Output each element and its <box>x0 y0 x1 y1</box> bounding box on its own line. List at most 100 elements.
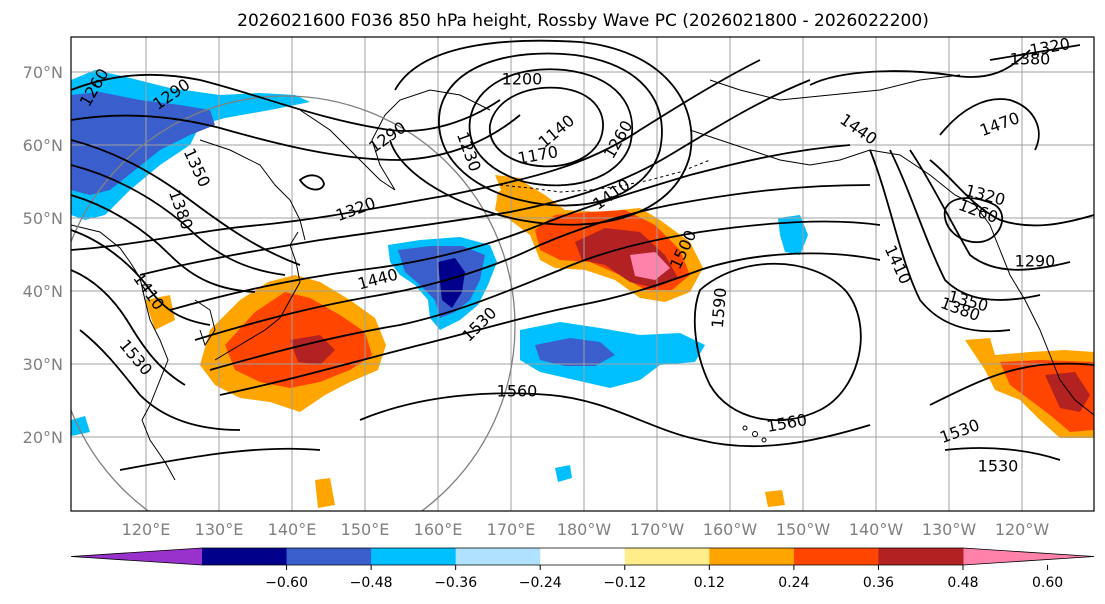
contour-27 <box>929 362 1094 406</box>
contour-16 <box>194 184 871 341</box>
coast-alaska-n <box>709 74 961 101</box>
latitude-labels: 70°N 60°N 50°N 40°N 30°N 20°N <box>23 63 63 447</box>
colorbar-tick-label: 0.24 <box>778 575 809 591</box>
contour-11 <box>438 52 663 207</box>
shade-np-pink <box>630 252 670 280</box>
lon-label: 140°W <box>849 520 904 539</box>
lon-label: 150°E <box>341 520 390 539</box>
map-title: 2026021600 F036 850 hPa height, Rossby W… <box>237 11 929 31</box>
contour-24 <box>909 149 1071 271</box>
contour-26 <box>943 197 1004 243</box>
shade-small-3 <box>765 490 785 507</box>
lat-label: 50°N <box>23 209 63 228</box>
map-background <box>71 37 1094 511</box>
colorbar-segment <box>540 548 626 565</box>
lon-label: 160°E <box>414 520 463 539</box>
colorbar-extend-low <box>71 548 202 565</box>
shade-small-4 <box>145 295 175 330</box>
contour-30 <box>809 49 1031 86</box>
contour-label: 1530 <box>978 457 1019 476</box>
coast-hawaii-2 <box>752 431 758 437</box>
map-area: 1260 129013501380141015301290132014401530… <box>71 37 1094 511</box>
colorbar-segment <box>371 548 457 565</box>
colorbar: −0.60 −0.48 −0.36 −0.24 −0.12 0.12 0.24 0.36 0.4… <box>70 547 1095 591</box>
contour-5 <box>71 269 186 386</box>
lat-label: 20°N <box>23 428 63 447</box>
coast-alaska <box>689 129 976 206</box>
shade-small-5 <box>555 465 572 482</box>
colorbar-tick-label: −0.48 <box>350 575 393 591</box>
shade-s-mid <box>535 338 615 366</box>
colorbar-segment <box>878 548 964 565</box>
height-contours <box>71 39 1094 471</box>
colorbar-outline <box>70 547 1095 566</box>
shade-mx-dark <box>1045 372 1090 412</box>
contour-31 <box>989 44 1081 61</box>
contour-9 <box>488 86 604 168</box>
contour-12 <box>389 39 693 226</box>
lon-label: 120°W <box>995 520 1050 539</box>
contour-28 <box>944 447 1061 461</box>
shade-c-dark <box>438 258 465 308</box>
coast-hawaii-1 <box>742 425 748 431</box>
contour-8 <box>71 114 521 161</box>
lat-label: 70°N <box>23 63 63 82</box>
colorbar-segment <box>793 548 879 565</box>
colorbar-tick-label: −0.12 <box>603 575 646 591</box>
colorbar-tick-label: 0.12 <box>694 575 725 591</box>
colorbar-segment <box>286 548 372 565</box>
coast-korea <box>194 299 216 347</box>
coast-hawaii-3 <box>761 437 767 443</box>
colorbar-tick-label: −0.60 <box>265 575 308 591</box>
lat-label: 40°N <box>23 282 63 301</box>
colorbar-tick-label: −0.36 <box>434 575 477 591</box>
contour-label: 1590 <box>708 287 730 329</box>
contour-18 <box>219 252 881 396</box>
shade-small-1 <box>495 175 525 200</box>
contour-22 <box>869 149 1011 333</box>
shade-j-dark <box>290 335 335 365</box>
contour-label: 1380 <box>1010 50 1051 69</box>
contour-3 <box>71 194 256 293</box>
lon-label: 130°E <box>195 520 244 539</box>
lon-label: 160°W <box>703 520 758 539</box>
contour-label: 1290 <box>1015 252 1056 271</box>
shade-small-2 <box>315 478 335 508</box>
contour-29 <box>939 98 1040 151</box>
shade-nw-mid <box>71 92 215 195</box>
contour-label: 1560 <box>497 382 538 401</box>
contour-14 <box>139 79 811 276</box>
colorbar-segment <box>624 548 710 565</box>
map-frame <box>70 36 1095 512</box>
coast-na <box>974 204 1094 416</box>
colorbar-segment <box>202 548 288 565</box>
lat-label: 60°N <box>23 136 63 155</box>
domain-circle <box>71 95 516 511</box>
lon-label: 130°W <box>922 520 977 539</box>
coast-japan <box>214 231 301 361</box>
colorbar-tick-label: 0.60 <box>1032 575 1063 591</box>
contour-2 <box>71 164 286 276</box>
colorbar-extend-high <box>963 548 1094 565</box>
lon-label: 170°E <box>487 520 536 539</box>
lon-label: 120°E <box>122 520 171 539</box>
contour-17 <box>209 220 881 371</box>
colorbar-tick-label: 0.36 <box>863 575 894 591</box>
lon-label: 180°W <box>557 520 612 539</box>
contour-21 <box>119 447 321 471</box>
colorbar-tick-label: 0.48 <box>947 575 978 591</box>
contour-4 <box>71 229 211 326</box>
contour-20 <box>359 392 871 448</box>
contour-10 <box>468 68 634 187</box>
shade-e-light <box>778 215 808 255</box>
coast-asia <box>71 224 176 481</box>
colorbar-tick-label: −0.24 <box>519 575 562 591</box>
contour-7 <box>71 73 501 132</box>
lon-label: 140°E <box>268 520 317 539</box>
contour-15 <box>169 144 851 311</box>
coast-kamchatka-e <box>371 89 491 191</box>
contour-6 <box>79 329 241 431</box>
lon-label: 170°W <box>630 520 685 539</box>
